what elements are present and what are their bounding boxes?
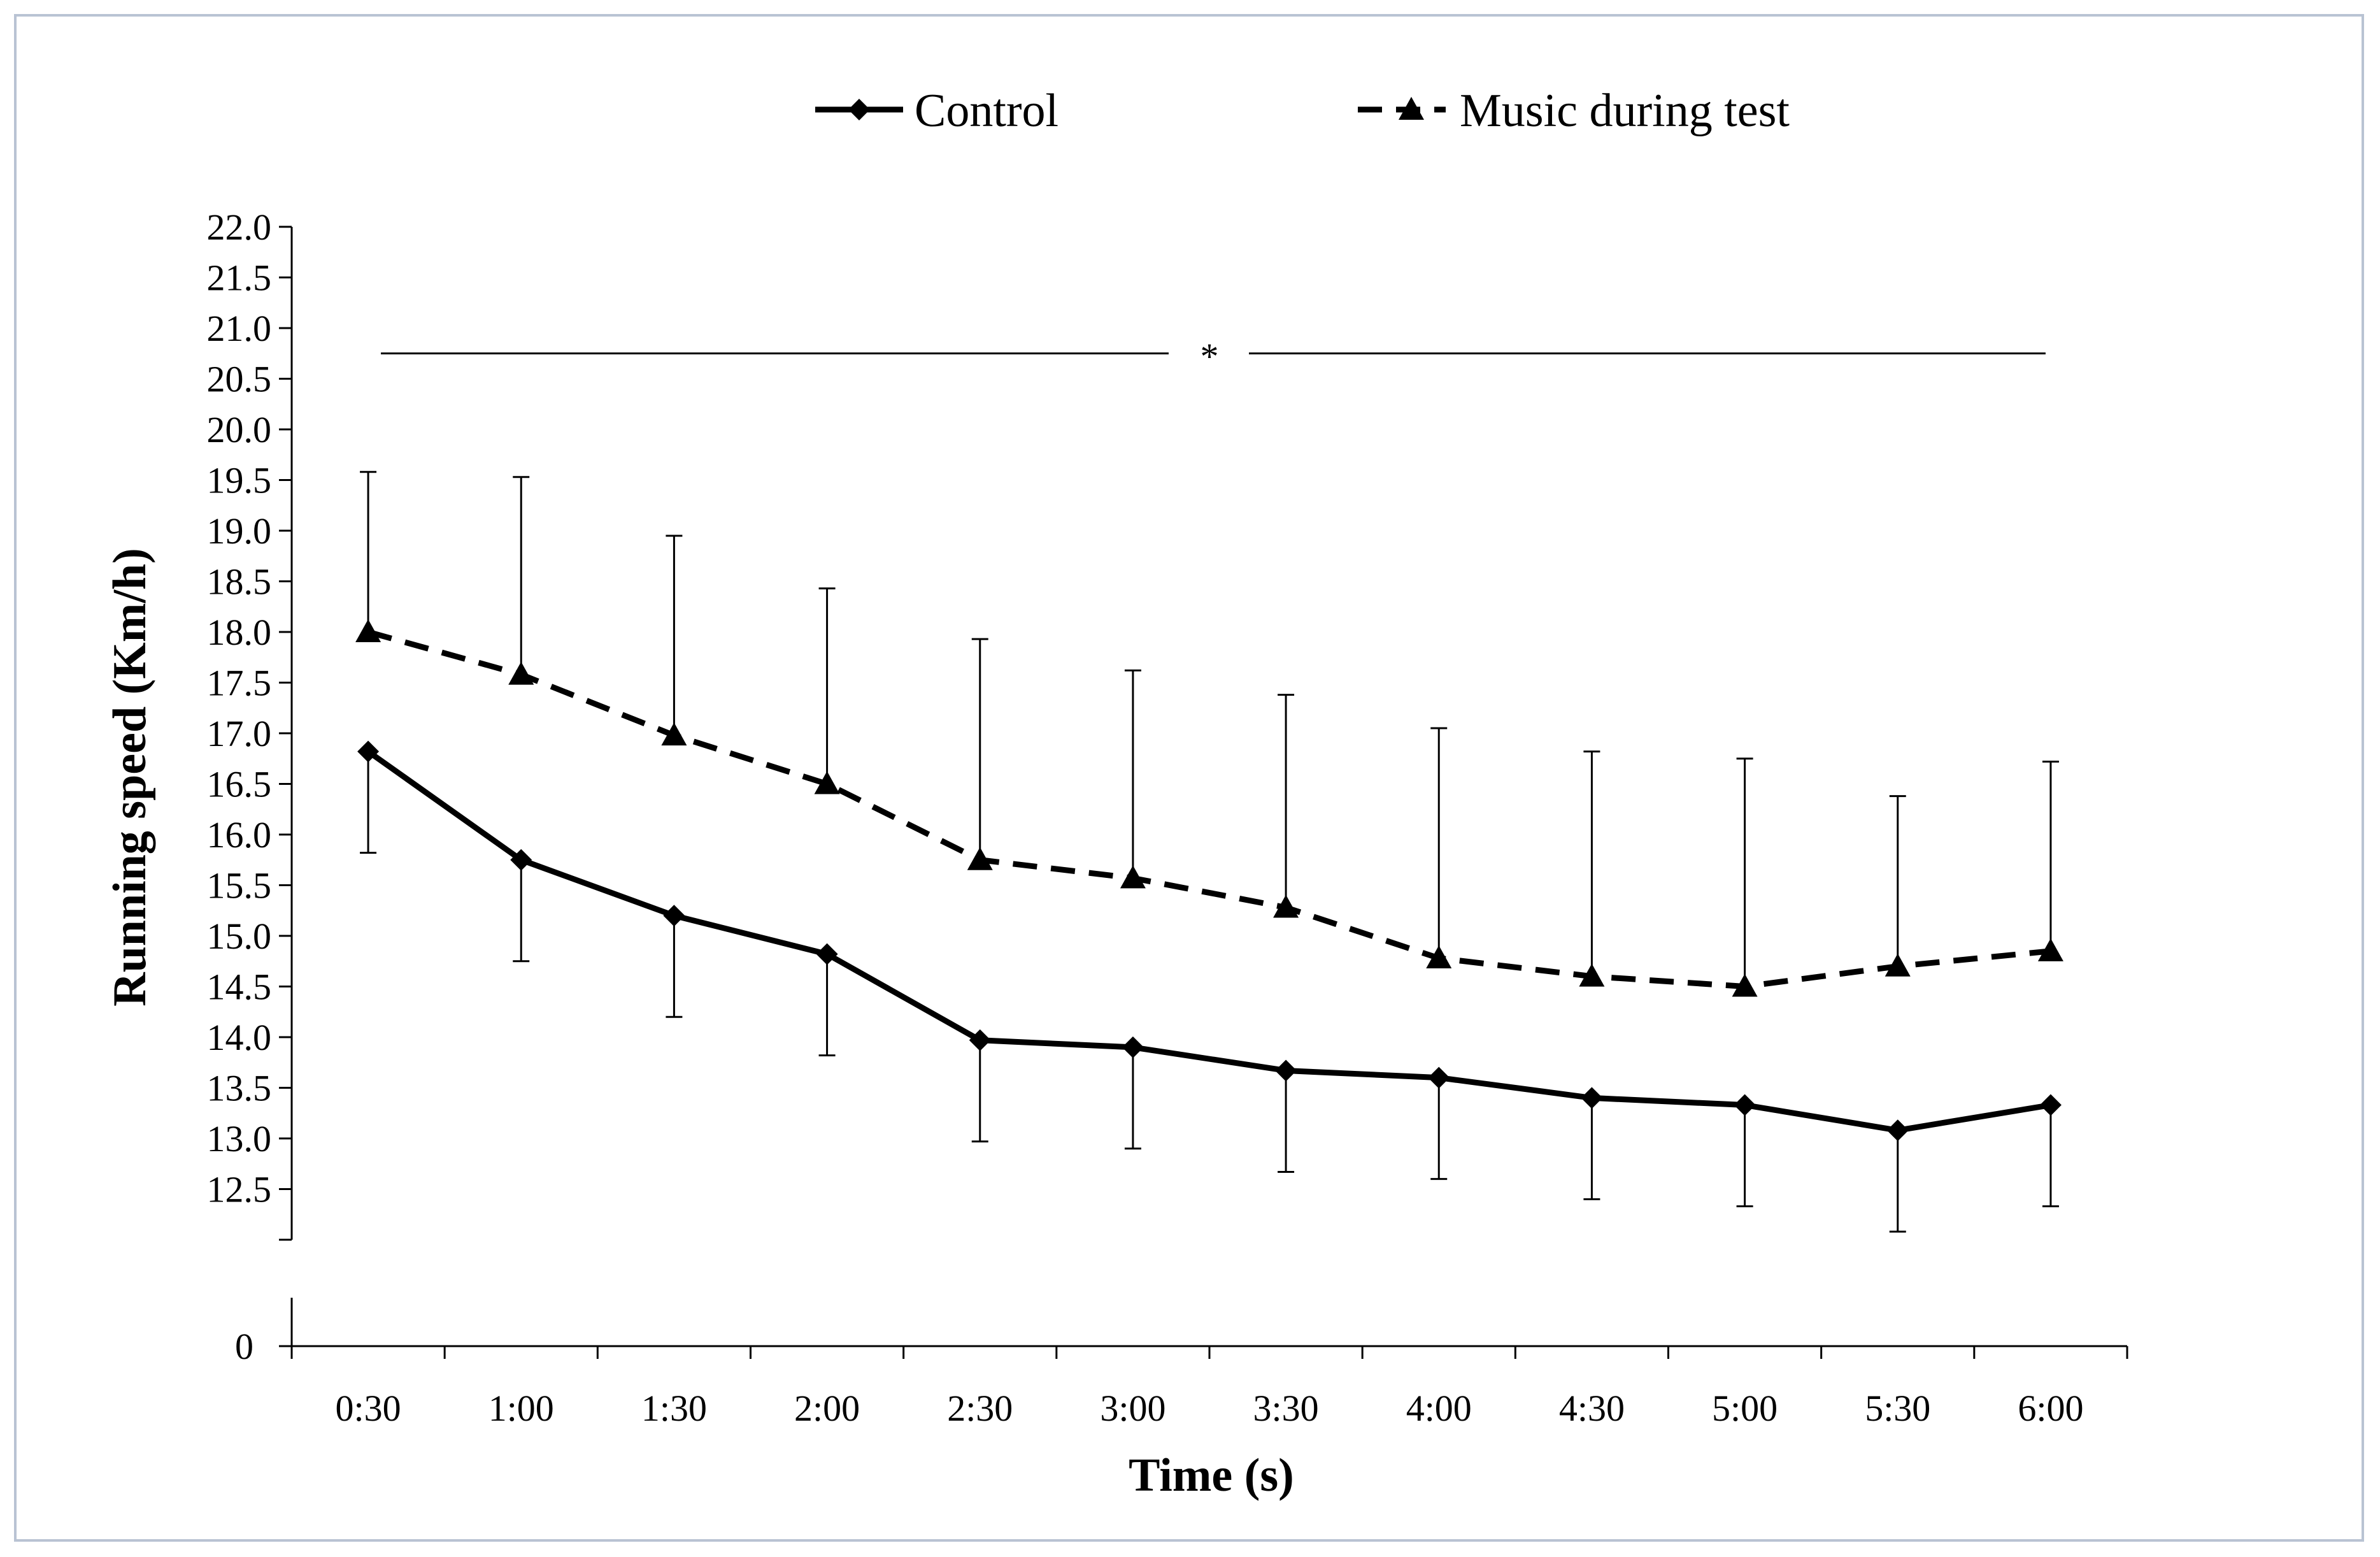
y-tick-label: 20.5 — [207, 359, 272, 400]
marker-control — [1886, 1119, 1909, 1142]
y-tick-label-zero: 0 — [235, 1326, 253, 1367]
marker-control — [816, 943, 838, 965]
y-tick-label: 17.0 — [207, 713, 272, 754]
significance-bracket: * — [381, 336, 2046, 377]
marker-control — [1275, 1059, 1297, 1082]
y-tick-label: 15.0 — [207, 915, 272, 957]
y-tick-label: 13.0 — [207, 1118, 272, 1159]
y-tick-label: 17.5 — [207, 663, 272, 704]
marker-control — [1734, 1094, 1756, 1116]
y-tick-label: 16.0 — [207, 814, 272, 856]
x-tick-label: 4:30 — [1559, 1388, 1625, 1429]
marker-music — [661, 722, 687, 746]
y-tick-label: 12.5 — [207, 1169, 272, 1210]
marker-control — [2039, 1094, 2062, 1116]
marker-music — [1579, 963, 1605, 987]
x-tick-label: 1:00 — [488, 1388, 554, 1429]
figure-frame — [14, 14, 2364, 1542]
y-tick-label: 22.0 — [207, 206, 272, 248]
marker-music — [1885, 953, 1911, 977]
x-tick-label: 6:00 — [2018, 1388, 2083, 1429]
y-tick-label: 15.5 — [207, 865, 272, 907]
series-lines — [366, 629, 2051, 1133]
marker-music — [2037, 938, 2063, 961]
y-tick-label: 21.0 — [207, 308, 272, 349]
marker-music — [1120, 865, 1146, 889]
marker-control — [510, 849, 532, 871]
x-tick-label: 4:00 — [1406, 1388, 1472, 1429]
x-tick-label: 5:00 — [1712, 1388, 1778, 1429]
y-tick-label: 14.5 — [207, 966, 272, 1008]
x-tick-label: 5:30 — [1865, 1388, 1930, 1429]
y-tick-label: 14.0 — [207, 1017, 272, 1058]
marker-music — [814, 771, 840, 794]
x-tick-label: 3:30 — [1253, 1388, 1319, 1429]
x-tick-label: 2:00 — [794, 1388, 860, 1429]
marker-control — [1428, 1066, 1450, 1089]
marker-music — [1732, 973, 1758, 997]
y-axis-title: Running speed (Km/h) — [104, 548, 156, 1007]
legend: Control Music during test — [815, 85, 1790, 137]
legend-marker-control — [848, 99, 870, 120]
x-tick-label: 0:30 — [336, 1388, 401, 1429]
marker-control — [1122, 1036, 1144, 1058]
marker-control — [663, 905, 685, 927]
error-bars — [360, 471, 2059, 1233]
axes: 22.0 21.5 21.0 20.5 20.0 19.5 19.0 18.5 18.0 17.5… — [207, 206, 2128, 1429]
x-axis-title: Time (s) — [1129, 1449, 1294, 1502]
legend-label-control: Control — [915, 85, 1058, 137]
series-markers — [355, 619, 2063, 1142]
y-tick-label: 16.5 — [207, 764, 272, 805]
y-tick-label: 18.5 — [207, 561, 272, 603]
y-tick-label: 21.5 — [207, 257, 272, 299]
marker-music — [508, 661, 534, 685]
y-tick-label: 18.0 — [207, 612, 272, 653]
marker-music — [355, 619, 381, 642]
legend-label-music: Music during test — [1460, 85, 1790, 137]
marker-control — [1581, 1087, 1603, 1109]
series-line-music — [367, 629, 2051, 989]
legend-marker-music — [1399, 97, 1424, 120]
y-tick-label: 13.5 — [207, 1068, 272, 1109]
x-tick-label: 1:30 — [641, 1388, 707, 1429]
x-tick-label: 3:00 — [1100, 1388, 1165, 1429]
marker-music — [967, 847, 993, 870]
axis-titles: Time (s) Running speed (Km/h) — [104, 548, 1294, 1502]
marker-control — [357, 740, 380, 763]
marker-music — [1426, 945, 1452, 968]
y-tick-label: 20.0 — [207, 409, 272, 450]
marker-control — [969, 1029, 991, 1051]
significance-marker: * — [1201, 336, 1219, 377]
y-tick-label: 19.5 — [207, 460, 272, 501]
marker-music — [1273, 894, 1299, 918]
y-tick-label: 19.0 — [207, 510, 272, 552]
x-tick-label: 2:30 — [947, 1388, 1013, 1429]
series-line-control — [366, 749, 2051, 1133]
